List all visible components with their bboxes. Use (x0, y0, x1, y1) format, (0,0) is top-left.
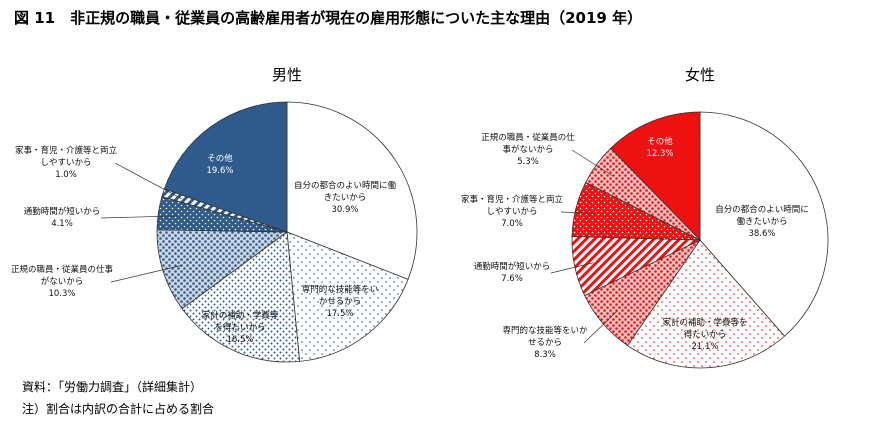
value-label: 4.1% (51, 219, 73, 229)
category-label: 家事・育児・介護等と両立しやすいから (460, 195, 563, 217)
value-label: 17.5% (326, 309, 354, 319)
leader-line (550, 262, 594, 274)
pie-slice (286, 101, 418, 280)
category-label: 専門的な技能等をいかせるから (301, 285, 379, 307)
value-label: 10.3% (48, 289, 76, 299)
value-label: 1.0% (55, 170, 77, 180)
value-label: 19.6% (206, 166, 234, 176)
slice-label: 家計の補助・学費等を得たいから 21.1% (660, 317, 750, 353)
value-label: 16.5% (226, 335, 254, 345)
footnote: 注）割合は内訳の合計に占める割合 (22, 402, 215, 416)
slice-label: 通勤時間が短いから 7.6% (467, 261, 557, 285)
pie-title: 女性 (684, 66, 716, 84)
pie-slice (699, 111, 829, 337)
pie-slice (626, 239, 786, 369)
slice-label: 家事・育児・介護等と両立しやすいから 7.0% (457, 194, 567, 230)
pie-slice (156, 229, 289, 310)
value-label: 5.3% (517, 157, 539, 167)
value-label: 12.3% (646, 149, 674, 159)
pie-slice (181, 231, 301, 363)
value-label: 38.6% (748, 229, 776, 239)
slice-label: 正規の職員・従業員の仕事がないから 10.3% (7, 264, 117, 300)
category-label: 通勤時間が短いから (23, 207, 101, 217)
category-label: 家事・育児・介護等と両立しやすいから (14, 146, 117, 168)
slice-label: その他 12.3% (630, 136, 690, 160)
value-label: 8.3% (534, 350, 556, 360)
slice-label: 専門的な技能等をいかせるから 8.3% (500, 325, 590, 361)
category-label: 専門的な技能等をいかせるから (502, 326, 588, 348)
value-label: 21.1% (691, 342, 719, 352)
slice-label: 家事・育児・介護等と両立しやすいから 1.0% (11, 145, 121, 181)
pie-slice (286, 231, 409, 362)
slice-label: 自分の都合のよい時間に働きたいから 38.6% (712, 204, 812, 240)
value-label: 7.6% (501, 274, 523, 284)
leader-line (571, 149, 613, 176)
leader-line (100, 215, 178, 219)
category-label: 自分の都合のよい時間に働きたいから (293, 181, 396, 203)
source-note: 資料：「労働力調査」（詳細集計） (22, 380, 203, 394)
category-label: 自分の都合のよい時間に働きたいから (715, 205, 809, 227)
pie-slice (610, 111, 701, 241)
slice-label: その他 19.6% (185, 153, 255, 177)
leader-line (583, 310, 618, 344)
slice-label: 通勤時間が短いから 4.1% (17, 206, 107, 230)
category-label: その他 (647, 137, 673, 147)
leader-line (114, 162, 182, 199)
slice-label: 自分の都合のよい時間に働きたいから 30.9% (290, 180, 400, 216)
pie-slice (163, 101, 288, 233)
slice-label: 家計の補助・学費等を得たいから 16.5% (200, 310, 280, 346)
leader-line (560, 211, 595, 214)
slice-label: 正規の職員・従業員の仕事がないから 5.3% (478, 132, 578, 168)
category-label: 正規の職員・従業員の仕事がないから (10, 265, 113, 287)
category-label: その他 (207, 154, 233, 164)
page-title: 図 11 非正規の職員・従業員の高齢雇用者が現在の雇用形態についた主な理由（20… (14, 9, 643, 27)
value-label: 30.9% (331, 205, 359, 215)
leader-line (110, 265, 182, 283)
category-label: 正規の職員・従業員の仕事がないから (481, 133, 575, 155)
category-label: 通勤時間が短いから (473, 262, 551, 272)
value-label: 7.0% (501, 219, 523, 229)
pie-title: 男性 (271, 66, 303, 84)
slice-label: 専門的な技能等をいかせるから 17.5% (300, 284, 380, 320)
category-label: 家計の補助・学費等を得たいから (662, 318, 748, 340)
category-label: 家計の補助・学費等を得たいから (201, 311, 279, 333)
